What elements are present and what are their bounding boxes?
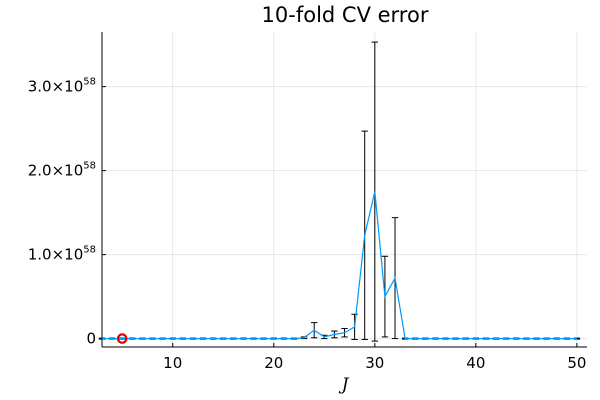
x-tick-label: 10 xyxy=(163,354,182,372)
x-tick-label: 40 xyxy=(466,354,485,372)
markers xyxy=(116,333,128,344)
grid xyxy=(102,32,587,347)
series xyxy=(102,191,577,340)
x-axis-label: J xyxy=(339,375,350,395)
tick-labels: 10 20 30 40 50 0 1.0×1058 2.0×1058 3.0×1058 xyxy=(28,77,587,372)
cv-error-line xyxy=(102,191,577,340)
optimum-marker xyxy=(116,333,128,344)
axes xyxy=(101,32,587,348)
y-tick-label: 2.0×1058 xyxy=(28,161,96,180)
x-tick-label: 50 xyxy=(567,354,586,372)
x-tick-label: 20 xyxy=(264,354,283,372)
x-tick-label: 30 xyxy=(365,354,384,372)
y-tick-label: 0 xyxy=(86,330,96,348)
y-tick-label: 1.0×1058 xyxy=(28,245,96,264)
chart-title: 10-fold CV error xyxy=(262,3,429,27)
y-tick-label: 3.0×1058 xyxy=(28,77,96,96)
